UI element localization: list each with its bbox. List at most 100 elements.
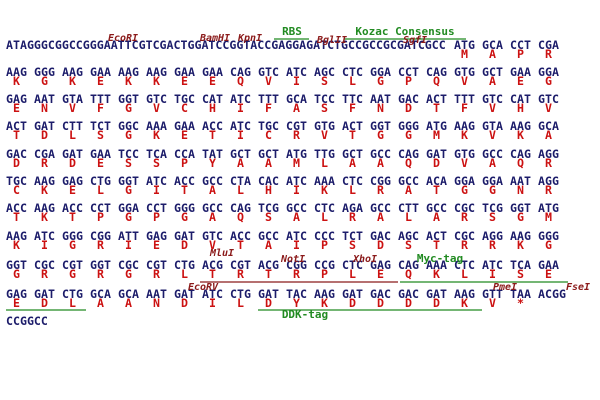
amino-acid: D: [181, 296, 188, 310]
codon: GTC: [146, 92, 167, 106]
amino-acid: G: [181, 210, 188, 224]
amino-acid: K: [153, 128, 160, 142]
amino-acid: L: [321, 210, 328, 224]
codon: GTA: [482, 119, 503, 133]
amino-acid: Q: [237, 210, 244, 224]
codon: GGT: [6, 258, 27, 272]
codon: ACT: [6, 119, 27, 133]
codon: GGT: [118, 92, 139, 106]
amino-acid: V: [69, 101, 76, 115]
enzyme-label: XhoI: [352, 254, 377, 265]
amino-acid: E: [13, 296, 20, 310]
amino-acid: D: [41, 296, 48, 310]
tag-label: Kozac Consensus: [355, 25, 454, 38]
amino-acid: I: [125, 238, 132, 252]
amino-acid: T: [69, 210, 76, 224]
amino-acid: L: [461, 267, 468, 281]
codon: GAA: [174, 119, 195, 133]
amino-acid: G: [125, 210, 132, 224]
codon: GCC: [482, 147, 503, 161]
codon: GGA: [454, 174, 475, 188]
amino-acid: R: [461, 210, 468, 224]
codon: CAG: [230, 201, 251, 215]
amino-acid: V: [461, 156, 468, 170]
codon: ATC: [230, 119, 251, 133]
codon: GAA: [174, 65, 195, 79]
codon: GCC: [202, 201, 223, 215]
amino-acid: D: [349, 296, 356, 310]
codon: ACC: [62, 201, 83, 215]
codon: CAG: [230, 65, 251, 79]
codon: GTG: [314, 119, 335, 133]
amino-acid: Q: [405, 267, 412, 281]
codon: ACC: [202, 119, 223, 133]
amino-acid: E: [181, 128, 188, 142]
enzyme-label: NotI: [280, 254, 305, 265]
codon: GCC: [370, 147, 391, 161]
codon: ACGG: [538, 287, 566, 301]
amino-acid: D: [377, 296, 384, 310]
codon: AAT: [34, 92, 55, 106]
codon: CCT: [90, 201, 111, 215]
amino-acid: D: [265, 296, 272, 310]
codon: ACC: [6, 201, 27, 215]
codon: GAT: [426, 147, 447, 161]
codon: GAT: [258, 287, 279, 301]
codon: CGC: [34, 258, 55, 272]
codon: GGT: [370, 119, 391, 133]
amino-acid: T: [181, 183, 188, 197]
amino-acid: T: [13, 128, 20, 142]
amino-acid: G: [69, 238, 76, 252]
codon: AAG: [510, 119, 531, 133]
codon: AGG: [538, 174, 559, 188]
amino-acid: G: [377, 74, 384, 88]
amino-acid: R: [293, 267, 300, 281]
amino-acid: G: [13, 267, 20, 281]
codon: GAG: [6, 92, 27, 106]
amino-acid: R: [461, 238, 468, 252]
codon: GCC: [370, 201, 391, 215]
codon: GAA: [538, 258, 559, 272]
codon: AGG: [538, 147, 559, 161]
codon: GAG: [370, 258, 391, 272]
codon: AAG: [314, 287, 335, 301]
amino-acid: G: [41, 74, 48, 88]
codon: CGG: [370, 174, 391, 188]
codon: GGT: [118, 174, 139, 188]
codon: CGG: [90, 229, 111, 243]
codon: GAC: [370, 229, 391, 243]
codon: CAT: [510, 92, 531, 106]
codon: ATC: [146, 174, 167, 188]
amino-acid: L: [237, 296, 244, 310]
amino-acid: A: [545, 128, 552, 142]
amino-acid: H: [517, 101, 524, 115]
amino-acid: R: [377, 183, 384, 197]
codon: CTA: [230, 174, 251, 188]
codon: GAG: [62, 174, 83, 188]
codon: AAG: [454, 119, 475, 133]
feature-lines: [6, 38, 568, 311]
amino-acid: P: [97, 210, 104, 224]
codon: AAG: [6, 65, 27, 79]
codon: GCC: [426, 201, 447, 215]
codon: ATG: [286, 147, 307, 161]
codon: GTC: [258, 65, 279, 79]
amino-acid: M: [433, 128, 440, 142]
amino-acid: V: [209, 238, 216, 252]
amino-acid: F: [349, 101, 356, 115]
amino-acid: A: [237, 156, 244, 170]
amino-acid: I: [293, 238, 300, 252]
amino-acid: L: [97, 183, 104, 197]
amino-acid: I: [237, 101, 244, 115]
codon: ATG: [454, 38, 475, 52]
enzyme-label: EcoRI: [108, 33, 138, 44]
amino-acid: P: [321, 238, 328, 252]
amino-acid: D: [69, 156, 76, 170]
codon: CGC: [454, 229, 475, 243]
amino-acid: T: [433, 238, 440, 252]
amino-acid: R: [545, 156, 552, 170]
amino-acid: V: [545, 101, 552, 115]
codon: GCT: [230, 147, 251, 161]
amino-acid: N: [153, 296, 160, 310]
amino-acid: D: [433, 156, 440, 170]
